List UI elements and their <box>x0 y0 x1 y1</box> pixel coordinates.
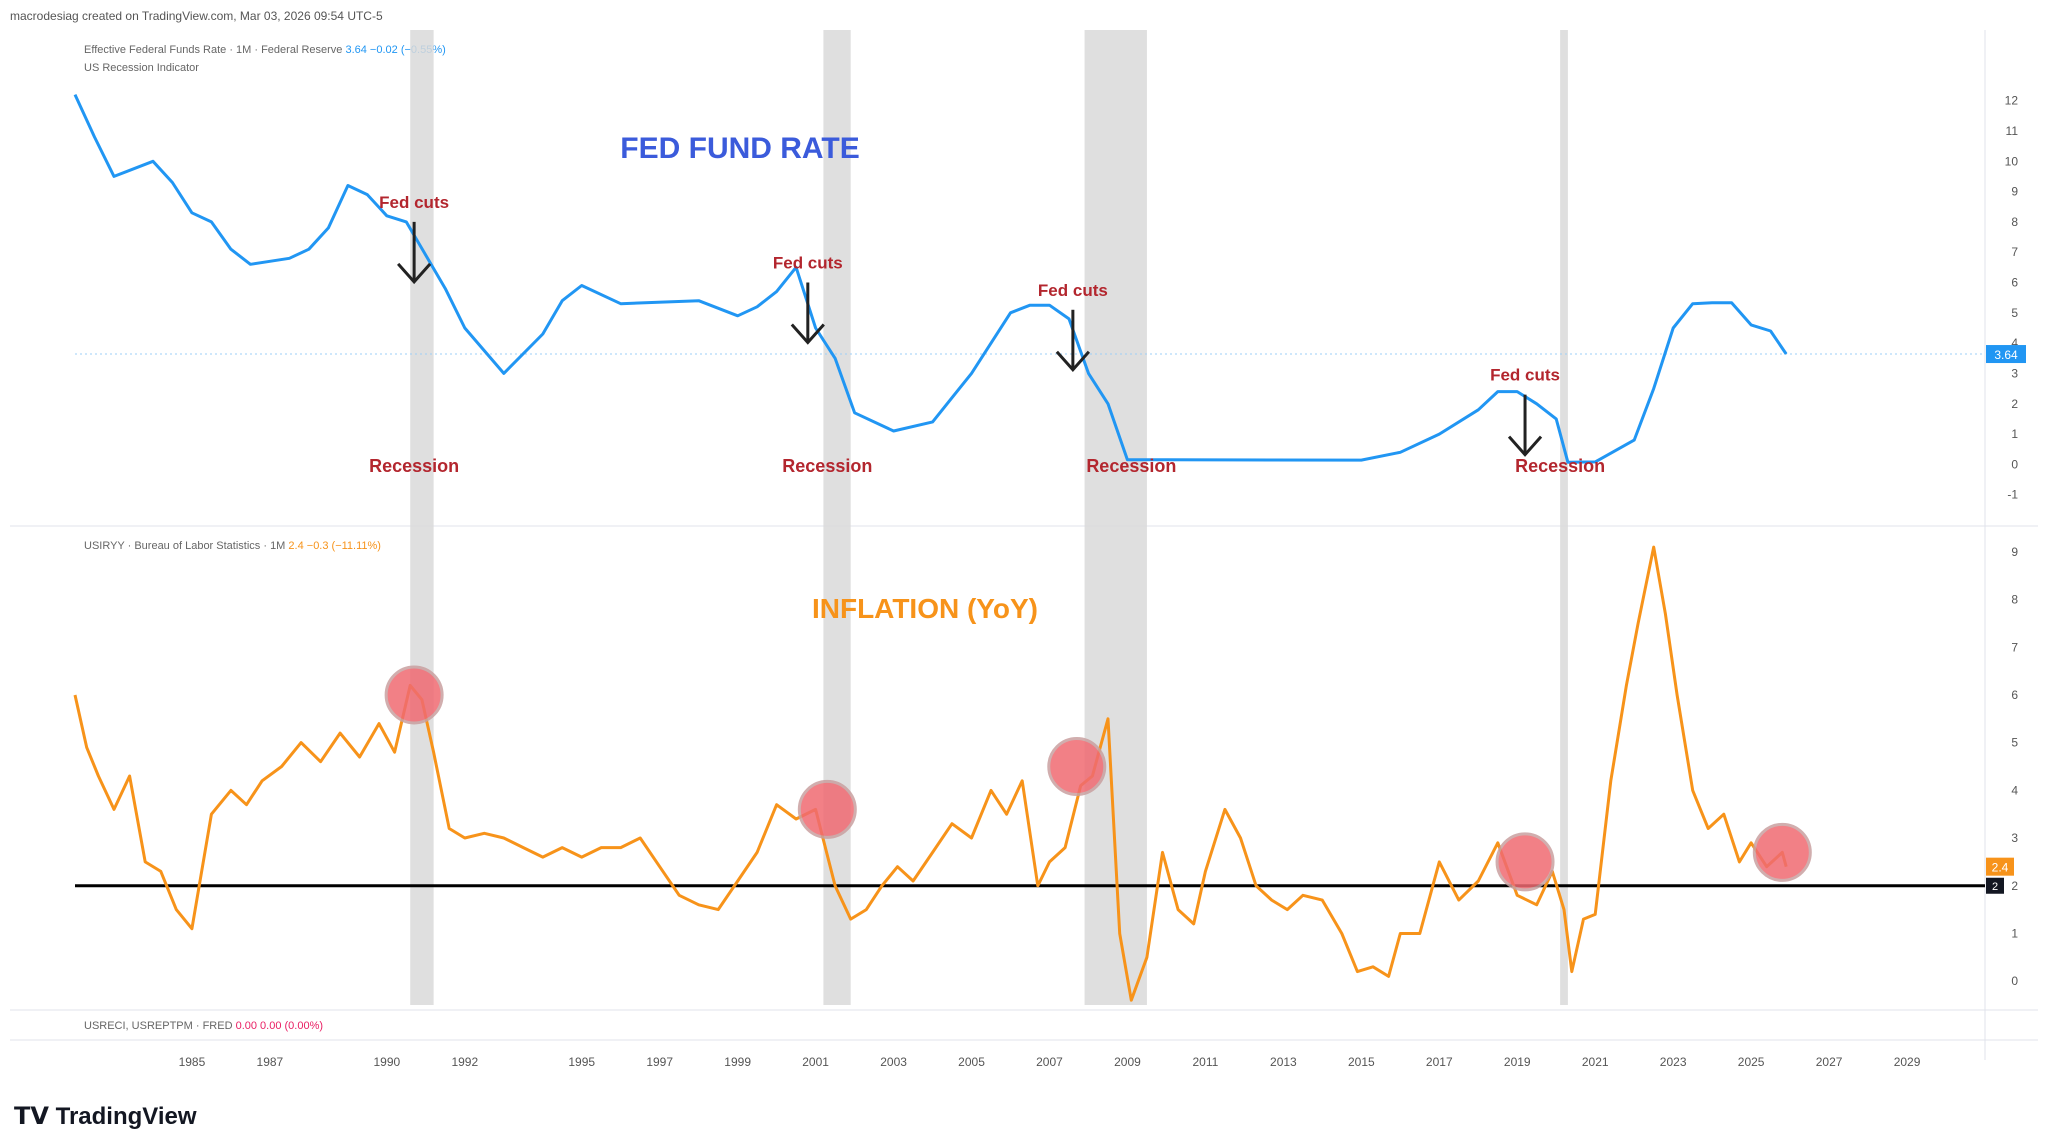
fed-cuts-arrow-head <box>1055 350 1091 373</box>
x-tick-label: 2019 <box>1504 1055 1531 1069</box>
cpi-y-tick-label: 8 <box>2011 593 2018 607</box>
cpi-y-tick-label: 2 <box>2011 879 2018 893</box>
x-tick-label: 2013 <box>1270 1055 1297 1069</box>
cpi-y-tick-label: 6 <box>2011 688 2018 702</box>
fed-y-tick-label: 10 <box>2005 154 2019 168</box>
fed-cuts-label: Fed cuts <box>379 193 449 212</box>
chart-author-line: macrodesiag created on TradingView.com, … <box>10 9 383 23</box>
fed-cuts-arrow-head <box>397 262 432 285</box>
cpi-ref-tag: 2 <box>1992 881 1998 893</box>
bottom-legend-label: USRECI, USREPTPM · FRED <box>84 1020 233 1032</box>
x-tick-label: 2001 <box>802 1055 829 1069</box>
x-tick-label: 2003 <box>880 1055 907 1069</box>
cpi-legend-value: 2.4 −0.3 (−11.11%) <box>288 540 381 552</box>
fed-y-tick-label: 6 <box>2011 276 2018 290</box>
cpi-y-tick-label: 4 <box>2011 783 2018 797</box>
bottom-legend-value: 0.00 0.00 (0.00%) <box>235 1020 324 1032</box>
fed-cuts-label: Fed cuts <box>1038 281 1108 300</box>
chart-axis-layer: -1012345678910111201234567893.642.421985… <box>179 94 2026 1069</box>
x-tick-label: 2011 <box>1193 1055 1219 1069</box>
cpi-y-tick-label: 3 <box>2011 831 2018 845</box>
fed-y-tick-label: 11 <box>2006 124 2019 138</box>
x-tick-label: 2025 <box>1738 1055 1765 1069</box>
tradingview-logo[interactable]: 𝗧𝗩 TradingView <box>14 1102 197 1131</box>
x-tick-label: 2029 <box>1894 1055 1921 1069</box>
fed-price-tag: 3.64 <box>1994 348 2018 362</box>
x-tick-label: 1990 <box>373 1055 400 1069</box>
fed-y-tick-label: -1 <box>2007 488 2018 502</box>
recession-band <box>823 30 851 1005</box>
recession-legend[interactable]: US Recession Indicator <box>84 62 199 74</box>
cpi-y-tick-label: 9 <box>2011 545 2018 559</box>
tv-logo-text: TradingView <box>55 1103 197 1130</box>
x-tick-label: 1985 <box>179 1055 206 1069</box>
fed-rate-line <box>73 93 1788 464</box>
cpi-ref-tag-box <box>1986 877 2004 894</box>
fed-y-tick-label: 5 <box>2011 306 2018 320</box>
x-tick-label: 1997 <box>646 1055 673 1069</box>
x-tick-label: 2023 <box>1660 1055 1687 1069</box>
cpi-y-tick-label: 1 <box>2011 926 2018 940</box>
cpi-legend[interactable]: USIRYY · Bureau of Labor Statistics · 1M… <box>84 540 381 552</box>
fed-legend-label: Effective Federal Funds Rate · 1M · Fede… <box>84 44 343 56</box>
fed-fund-rate-title: FED FUND RATE <box>620 132 859 165</box>
x-tick-label: 2015 <box>1348 1055 1375 1069</box>
fed-y-tick-label: 12 <box>2005 94 2019 108</box>
x-tick-label: 1987 <box>257 1055 284 1069</box>
x-tick-label: 1999 <box>724 1055 751 1069</box>
cpi-y-tick-label: 0 <box>2011 974 2018 988</box>
cpi-highlight-circle <box>1047 737 1107 796</box>
cpi-highlight-circle <box>1495 832 1555 892</box>
cpi-highlight-circle <box>1752 822 1812 882</box>
x-tick-label: 2017 <box>1426 1055 1453 1069</box>
recession-band <box>410 30 434 1005</box>
cpi-highlight-circle <box>384 665 444 725</box>
cpi-y-tick-label: 7 <box>2011 640 2018 654</box>
cpi-highlight-circle <box>797 779 857 839</box>
chart-series-layer <box>73 93 1985 1002</box>
fed-y-tick-label: 4 <box>2011 336 2018 350</box>
fed-price-tag-box <box>1986 345 2026 364</box>
x-tick-label: 2021 <box>1582 1055 1609 1069</box>
fed-y-tick-label: 9 <box>2011 185 2018 199</box>
bottom-legend[interactable]: USRECI, USREPTPM · FRED 0.00 0.00 (0.00%… <box>84 1020 323 1032</box>
inflation-title: INFLATION (YoY) <box>812 593 1038 624</box>
recession-label: Recession <box>782 456 872 476</box>
fed-y-tick-label: 0 <box>2011 457 2018 471</box>
x-tick-label: 1995 <box>568 1055 595 1069</box>
fed-y-tick-label: 8 <box>2011 215 2018 229</box>
x-tick-label: 1992 <box>451 1055 478 1069</box>
recession-label: Recession <box>1086 456 1176 476</box>
recession-legend-label: US Recession Indicator <box>84 62 199 74</box>
cpi-legend-label: USIRYY · Bureau of Labor Statistics · 1M <box>84 540 286 552</box>
fed-cuts-label: Fed cuts <box>773 254 843 273</box>
fed-y-tick-label: 3 <box>2011 366 2018 380</box>
x-tick-label: 2007 <box>1036 1055 1063 1069</box>
fed-y-tick-label: 7 <box>2011 245 2018 259</box>
fed-y-tick-label: 1 <box>2011 427 2018 441</box>
cpi-price-tag-box <box>1986 857 2014 876</box>
x-tick-label: 2005 <box>958 1055 985 1069</box>
inflation-line <box>73 545 1788 1002</box>
fed-cuts-label: Fed cuts <box>1490 366 1560 385</box>
recession-band <box>1560 30 1568 1005</box>
tv-logo-icon: 𝗧𝗩 <box>14 1103 49 1130</box>
x-tick-label: 2009 <box>1114 1055 1141 1069</box>
recession-label: Recession <box>1515 456 1605 476</box>
chart-background-layer <box>10 30 2038 1060</box>
fed-y-tick-label: 2 <box>2011 397 2018 411</box>
cpi-y-tick-label: 5 <box>2011 736 2018 750</box>
fed-cuts-arrow-head <box>1507 435 1543 457</box>
chart-annotation-layer: Fed cuts Fed cuts Fed cuts Fed cuts Recessio… <box>369 132 1812 892</box>
x-tick-label: 2027 <box>1816 1055 1843 1069</box>
cpi-price-tag: 2.4 <box>1992 861 2009 875</box>
fed-cuts-arrow-head <box>790 323 825 345</box>
recession-label: Recession <box>369 456 459 476</box>
